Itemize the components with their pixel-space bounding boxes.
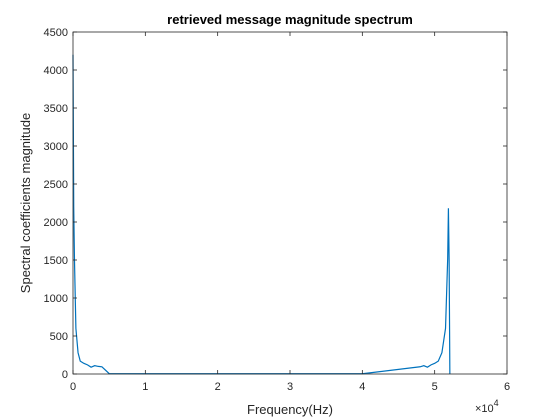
plot-area (73, 32, 507, 374)
y-tick-label: 3000 (44, 141, 68, 153)
y-tick-label: 500 (50, 331, 68, 343)
x-exponent-power: 4 (494, 398, 499, 408)
y-tick-label: 4000 (44, 65, 68, 77)
x-exponent-label: ×104 (475, 398, 499, 415)
y-tick-label: 1000 (44, 293, 68, 305)
x-exponent-base: ×10 (475, 403, 494, 415)
x-tick-label: 4 (359, 381, 365, 393)
x-tick-label: 5 (432, 381, 438, 393)
x-axis-label: Frequency(Hz) (247, 402, 333, 417)
y-tick-label: 0 (62, 369, 68, 381)
chart-title: retrieved message magnitude spectrum (167, 12, 413, 27)
x-tick-label: 3 (287, 381, 293, 393)
y-tick-label: 2500 (44, 179, 68, 191)
y-tick-label: 4500 (44, 27, 68, 39)
ticks-layer: 0 1 2 3 4 5 6 0 500 1000 1500 2000 2500 3000 3500 4000 4… (44, 27, 511, 393)
x-tick-label: 2 (215, 381, 221, 393)
y-tick-label: 3500 (44, 103, 68, 115)
y-tick-label: 1500 (44, 255, 68, 267)
x-tick-label: 6 (504, 381, 510, 393)
y-tick-label: 2000 (44, 217, 68, 229)
x-tick-label: 0 (70, 381, 76, 393)
y-axis-label: Spectral coefficients magnitude (18, 113, 33, 293)
x-tick-label: 1 (142, 381, 148, 393)
